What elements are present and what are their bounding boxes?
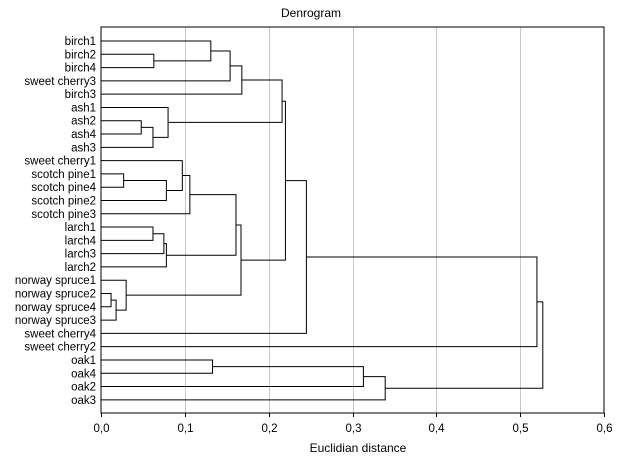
x-tick-label: 0,1 [178,423,194,435]
leaf-label: scotch pine1 [31,169,96,181]
leaf-label: ash3 [71,142,96,154]
dendrogram-link [101,53,155,69]
leaf-label: scotch pine4 [31,182,96,194]
leaf-label: oak2 [71,382,96,394]
dendrogram-link [101,40,212,62]
dendrogram-link [101,120,142,135]
dendrogram-link [101,180,167,201]
leaf-label: norway spruce4 [15,302,97,314]
leaf-label: birch2 [65,49,96,61]
dendrogram-link [101,233,165,255]
grid-lines [185,27,521,413]
dendrogram-link [101,359,213,374]
x-tick-label: 0,6 [597,423,613,435]
leaf-label: scotch pine2 [31,195,96,207]
dendrogram-link [101,366,364,388]
leaf-label: oak1 [71,355,96,367]
leaf-label: ash1 [71,102,96,114]
x-axis-label: Euclidian distance [310,441,407,455]
leaf-label: sweet cherry4 [24,328,96,340]
dendrogram-link [101,243,167,268]
dendrogram-link [101,279,127,311]
leaf-label: birch3 [65,89,96,101]
dendrogram-link [101,226,154,241]
leaf-label: scotch pine3 [31,209,96,221]
leaf-label: oak3 [71,395,96,407]
leaf-label: ash2 [71,116,96,128]
leaf-label: norway spruce1 [15,275,96,287]
dendrogram-link [101,106,169,138]
dendrogram-link [101,173,125,188]
leaf-label: norway spruce3 [15,315,96,327]
dendrogram-link [166,194,237,256]
x-tick-label: 0,5 [513,423,529,435]
x-tick-label: 0,4 [429,423,446,435]
leaf-label: sweet cherry1 [24,156,96,168]
dendrogram-link [241,100,286,261]
leaf-label: larch1 [65,222,96,234]
dendrogram-links [101,40,544,401]
dendrogram-link [101,126,154,148]
leaf-label: birch4 [65,63,97,75]
dendrogram-link [101,180,307,334]
leaf-label: sweet cherry2 [24,342,96,354]
x-tick-label: 0,0 [94,423,110,435]
leaf-label: larch4 [65,235,97,247]
x-tick-label: 0,2 [262,423,278,435]
leaf-label: sweet cherry3 [24,76,96,88]
leaf-label: birch1 [65,36,96,48]
leaf-label: oak4 [71,368,97,380]
dendrogram-link [101,160,183,192]
dendrogram-link [101,293,112,308]
dendrogram-link [101,256,538,348]
leaf-label: larch2 [65,262,96,274]
plot-frame [100,26,605,414]
chart-title: Denrogram [281,6,341,20]
dendrogram-link [101,50,231,82]
x-tick-label: 0,3 [346,423,362,435]
leaf-label: ash4 [71,129,97,141]
dendrogram-link [101,65,243,95]
dendrogram-link [101,175,191,215]
leaf-label: larch3 [65,249,96,261]
dendrogram-link [101,376,386,401]
dendrogram-link [385,301,544,389]
leaf-label: norway spruce2 [15,289,96,301]
dendrogram-link [126,224,242,296]
dendrogram-link [101,299,117,321]
x-axis-ticks: 0,0 0,1 0,2 0,3 0,4 0,5 0,6 [94,413,613,435]
